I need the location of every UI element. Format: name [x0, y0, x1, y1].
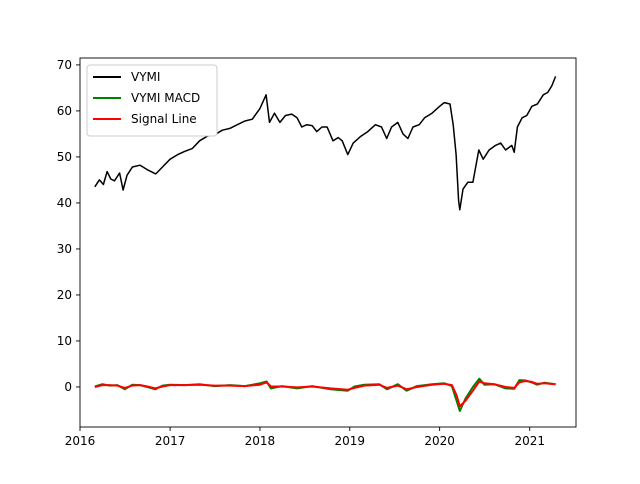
- series-line-signal-line: [94, 380, 556, 408]
- x-tick-label: 2019: [335, 434, 366, 448]
- legend-label: VYMI MACD: [131, 91, 200, 105]
- legend: VYMI VYMI MACD Signal Line: [86, 64, 218, 137]
- series-line-vymi: [94, 76, 557, 211]
- legend-label: Signal Line: [131, 112, 197, 126]
- x-axis: 2016 2017 2018 2019 2020 2021: [65, 427, 545, 448]
- x-tick-label: 2016: [65, 434, 96, 448]
- y-axis: 0 10 20 30 40 50 60 70: [57, 58, 80, 394]
- plot-frame: [79, 57, 577, 428]
- x-tick-label: 2021: [514, 434, 545, 448]
- y-tick-label: 20: [57, 288, 72, 302]
- y-tick-label: 10: [57, 334, 72, 348]
- y-tick-label: 0: [64, 380, 72, 394]
- x-tick-label: 2018: [245, 434, 276, 448]
- y-tick-label: 40: [57, 196, 72, 210]
- y-tick-label: 50: [57, 150, 72, 164]
- series-layer: [94, 76, 557, 412]
- x-tick-label: 2020: [424, 434, 455, 448]
- x-tick-label: 2017: [155, 434, 186, 448]
- y-tick-label: 60: [57, 104, 72, 118]
- y-tick-label: 30: [57, 242, 72, 256]
- y-tick-label: 70: [57, 58, 72, 72]
- legend-label: VYMI: [131, 70, 160, 84]
